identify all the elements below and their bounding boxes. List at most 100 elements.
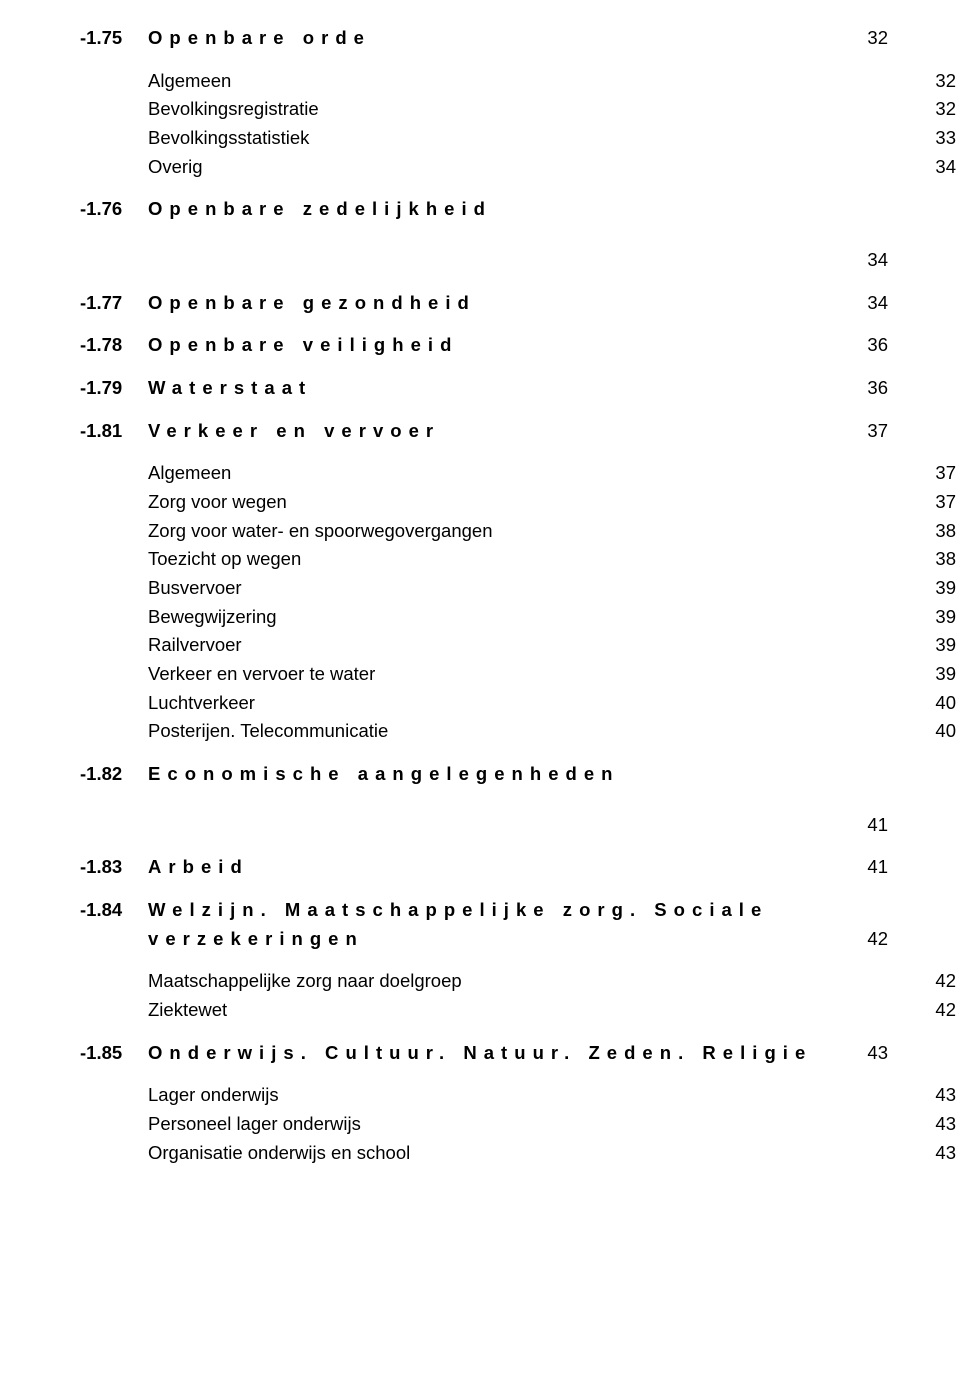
section-title: Waterstaat	[148, 374, 848, 403]
toc-item-row: Lager onderwijs 43	[148, 1081, 956, 1110]
page-number: 37	[916, 488, 956, 517]
item-label: Posterijen. Telecommunicatie	[148, 717, 916, 746]
section-title: Economische aangelegenheden	[148, 760, 848, 789]
toc-section-row: -1.79 Waterstaat 36	[80, 374, 888, 403]
section-code: -1.83	[80, 853, 148, 882]
toc-item-row: Bevolkingsregistratie 32	[148, 95, 956, 124]
section-code: -1.85	[80, 1039, 148, 1068]
item-label: Organisatie onderwijs en school	[148, 1139, 916, 1168]
page-number: 32	[916, 95, 956, 124]
page-number: 34	[916, 153, 956, 182]
page-number: 38	[916, 517, 956, 546]
page-number: 37	[916, 459, 956, 488]
section-title: Openbare gezondheid	[148, 289, 848, 318]
page-number: 37	[848, 417, 888, 446]
page-number: 36	[848, 374, 888, 403]
toc-section-row: -1.76 Openbare zedelijkheid	[80, 195, 888, 224]
item-label: Algemeen	[148, 459, 916, 488]
toc-section-row: -1.77 Openbare gezondheid 34	[80, 289, 888, 318]
section-title: Openbare veiligheid	[148, 331, 848, 360]
item-label: Busvervoer	[148, 574, 916, 603]
item-label: Verkeer en vervoer te water	[148, 660, 916, 689]
toc-item-row: Posterijen. Telecommunicatie 40	[148, 717, 956, 746]
page-number: 42	[916, 996, 956, 1025]
item-label: Railvervoer	[148, 631, 916, 660]
toc-item-row: Maatschappelijke zorg naar doelgroep 42	[148, 967, 956, 996]
item-label: Zorg voor water- en spoorwegovergangen	[148, 517, 916, 546]
toc-item-row: Zorg voor water- en spoorwegovergangen 3…	[148, 517, 956, 546]
toc-item-row: Personeel lager onderwijs 43	[148, 1110, 956, 1139]
toc-page-only-row: 41	[80, 811, 888, 840]
item-label: Maatschappelijke zorg naar doelgroep	[148, 967, 916, 996]
toc-section-row: -1.81 Verkeer en vervoer 37	[80, 417, 888, 446]
item-label: Ziektewet	[148, 996, 916, 1025]
item-label: Bevolkingsstatistiek	[148, 124, 916, 153]
toc-item-row: Busvervoer 39	[148, 574, 956, 603]
item-label: Bewegwijzering	[148, 603, 916, 632]
section-title: Onderwijs. Cultuur. Natuur. Zeden. Relig…	[148, 1039, 848, 1068]
page-number: 38	[916, 545, 956, 574]
section-title: Verkeer en vervoer	[148, 417, 848, 446]
section-code: -1.84	[80, 896, 148, 925]
item-label: Algemeen	[148, 67, 916, 96]
page-number: 43	[916, 1081, 956, 1110]
item-label: Luchtverkeer	[148, 689, 916, 718]
toc-item-row: Zorg voor wegen 37	[148, 488, 956, 517]
toc-item-row: Algemeen 32	[148, 67, 956, 96]
section-title-line1: Welzijn. Maatschappelijke zorg. Sociale	[148, 896, 848, 925]
toc-item-row: Overig 34	[148, 153, 956, 182]
item-label: Bevolkingsregistratie	[148, 95, 916, 124]
section-code: -1.82	[80, 760, 148, 789]
section-code: -1.75	[80, 24, 148, 53]
toc-item-row: Toezicht op wegen 38	[148, 545, 956, 574]
page-number: 43	[848, 1039, 888, 1068]
page-number: 42	[916, 967, 956, 996]
page-number: 39	[916, 631, 956, 660]
page-number: 36	[848, 331, 888, 360]
toc-item-row: Organisatie onderwijs en school 43	[148, 1139, 956, 1168]
section-code: -1.81	[80, 417, 148, 446]
page-number: 40	[916, 689, 956, 718]
section-code: -1.77	[80, 289, 148, 318]
section-code: -1.78	[80, 331, 148, 360]
toc-section-row: -1.75 Openbare orde 32	[80, 24, 888, 53]
section-title: Openbare zedelijkheid	[148, 195, 848, 224]
toc-section-row: -1.78 Openbare veiligheid 36	[80, 331, 888, 360]
item-label: Toezicht op wegen	[148, 545, 916, 574]
page-number: 34	[848, 289, 888, 318]
page-number: 42	[848, 925, 888, 954]
page-number: 32	[848, 24, 888, 53]
section-title: Openbare orde	[148, 24, 848, 53]
item-label: Overig	[148, 153, 916, 182]
page-number: 39	[916, 574, 956, 603]
toc-item-row: Luchtverkeer 40	[148, 689, 956, 718]
section-title-line2: verzekeringen	[148, 925, 848, 954]
page-number: 41	[848, 811, 888, 840]
toc-section-row: -1.83 Arbeid 41	[80, 853, 888, 882]
page-number: 32	[916, 67, 956, 96]
toc-section-row-cont: verzekeringen 42	[80, 925, 888, 954]
toc-item-row: Verkeer en vervoer te water 39	[148, 660, 956, 689]
toc-item-row: Ziektewet 42	[148, 996, 956, 1025]
page-number: 33	[916, 124, 956, 153]
toc-page-only-row: 34	[80, 246, 888, 275]
section-code: -1.76	[80, 195, 148, 224]
section-code: -1.79	[80, 374, 148, 403]
page-number: 43	[916, 1139, 956, 1168]
page-number: 43	[916, 1110, 956, 1139]
toc-item-row: Algemeen 37	[148, 459, 956, 488]
page-number: 39	[916, 660, 956, 689]
page-number: 40	[916, 717, 956, 746]
toc-item-row: Bevolkingsstatistiek 33	[148, 124, 956, 153]
toc-section-row: -1.84 Welzijn. Maatschappelijke zorg. So…	[80, 896, 888, 925]
toc-section-row: -1.82 Economische aangelegenheden	[80, 760, 888, 789]
toc-item-row: Railvervoer 39	[148, 631, 956, 660]
page-number: 39	[916, 603, 956, 632]
toc-item-row: Bewegwijzering 39	[148, 603, 956, 632]
page-number: 41	[848, 853, 888, 882]
section-title: Arbeid	[148, 853, 848, 882]
item-label: Lager onderwijs	[148, 1081, 916, 1110]
item-label: Zorg voor wegen	[148, 488, 916, 517]
item-label: Personeel lager onderwijs	[148, 1110, 916, 1139]
toc-section-row: -1.85 Onderwijs. Cultuur. Natuur. Zeden.…	[80, 1039, 888, 1068]
